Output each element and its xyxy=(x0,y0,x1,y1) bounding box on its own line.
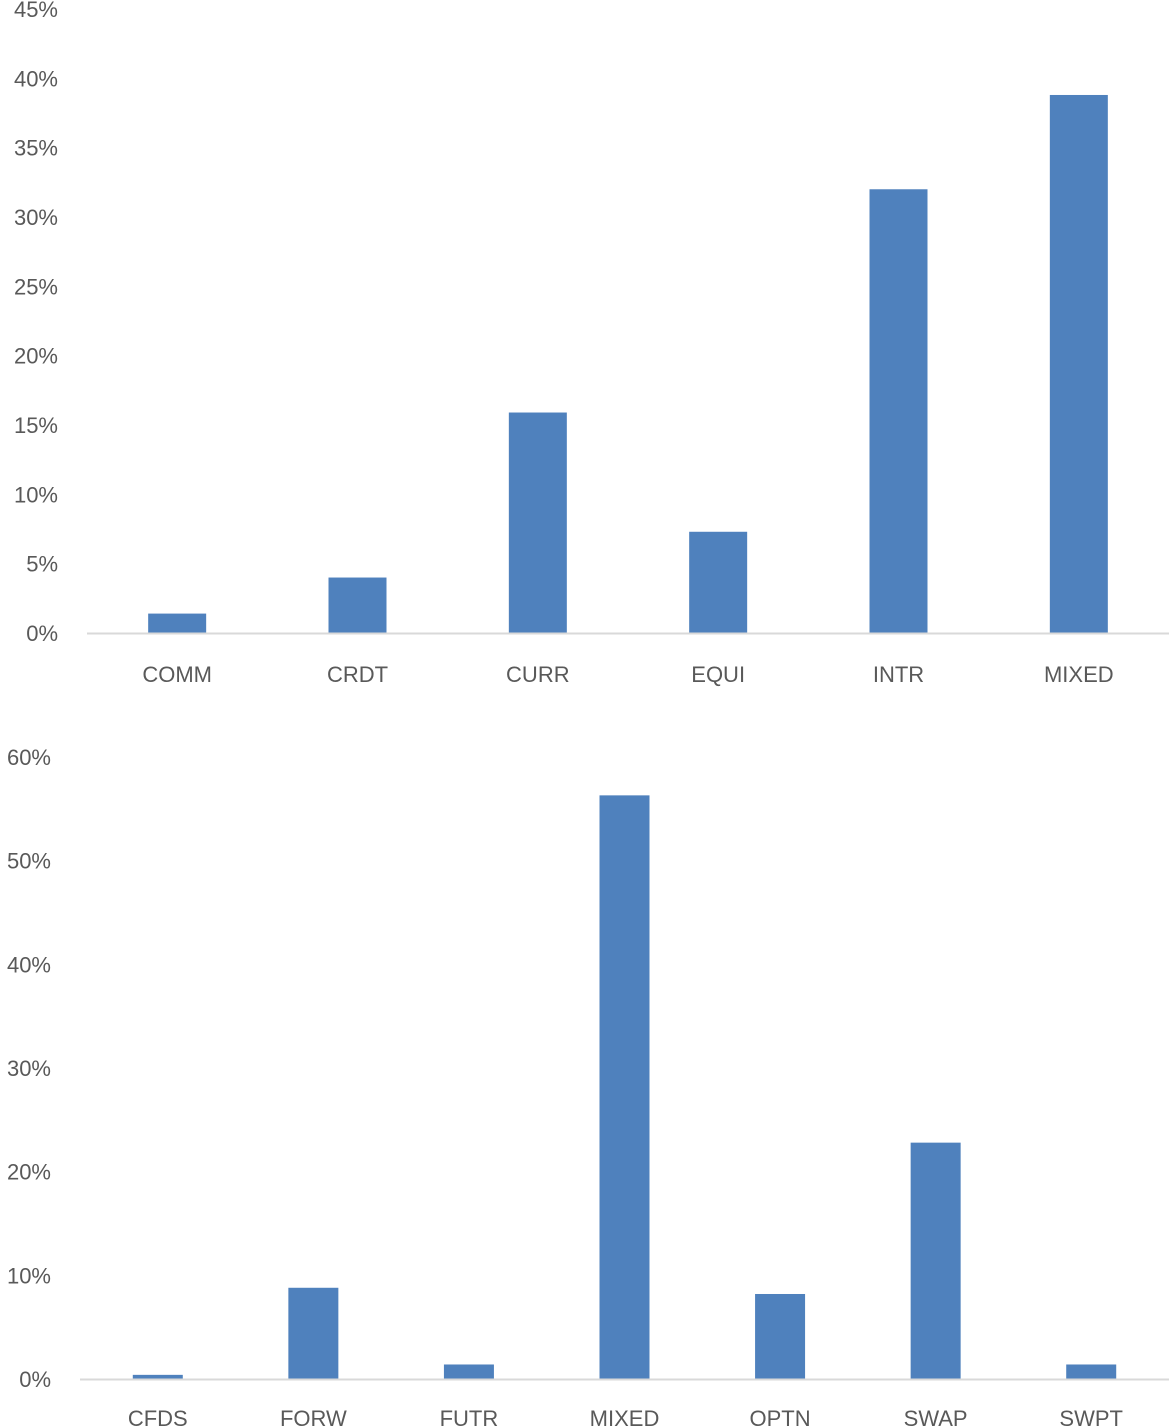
y-tick-label: 0% xyxy=(26,621,58,646)
x-tick-label: EQUI xyxy=(691,662,745,687)
x-tick-label: CURR xyxy=(506,662,570,687)
y-tick-label: 20% xyxy=(7,1160,51,1185)
y-tick-label: 40% xyxy=(14,66,58,91)
x-tick-label: OPTN xyxy=(750,1406,811,1428)
bar-comm xyxy=(148,613,207,633)
x-tick-label: COMM xyxy=(142,662,212,687)
x-tick-label: INTR xyxy=(873,662,924,687)
chart-1-derivative-asset-class: 0% 5% 10% 15% 20% 25% 30% 35% 40% 45% COMM CRDT CURR… xyxy=(14,0,1169,687)
x-tick-label: FUTR xyxy=(440,1406,499,1428)
y-tick-label: 60% xyxy=(7,745,51,770)
x-tick-label: CRDT xyxy=(327,662,388,687)
y-tick-label: 50% xyxy=(7,849,51,874)
y-tick-label: 20% xyxy=(14,344,58,369)
bar-intr xyxy=(869,189,928,633)
y-tick-label: 0% xyxy=(19,1367,51,1392)
x-tick-label: FORW xyxy=(280,1406,347,1428)
y-tick-label: 15% xyxy=(14,413,58,438)
y-tick-label: 10% xyxy=(14,482,58,507)
bar-cfds xyxy=(132,1374,183,1379)
y-tick-label: 35% xyxy=(14,136,58,161)
bar-optn xyxy=(755,1293,806,1379)
y-tick-label: 25% xyxy=(14,274,58,299)
bar-crdt xyxy=(328,577,387,633)
bar-swap xyxy=(910,1142,961,1379)
x-tick-label: SWPT xyxy=(1059,1406,1123,1428)
x-tick-label: SWAP xyxy=(904,1406,968,1428)
bar-futr xyxy=(443,1364,494,1379)
bar-curr xyxy=(508,412,567,633)
bar-forw xyxy=(288,1287,339,1379)
x-tick-label: MIXED xyxy=(590,1406,660,1428)
y-tick-label: 30% xyxy=(14,205,58,230)
x-tick-label: MIXED xyxy=(1044,662,1114,687)
bar-mixed xyxy=(1049,94,1108,634)
y-tick-label: 5% xyxy=(26,552,58,577)
bar-mixed xyxy=(599,795,650,1379)
y-tick-label: 30% xyxy=(7,1056,51,1081)
x-tick-label: CFDS xyxy=(128,1406,188,1428)
y-tick-label: 45% xyxy=(14,0,58,22)
bar-swpt xyxy=(1066,1364,1117,1379)
y-tick-label: 10% xyxy=(7,1263,51,1288)
y-tick-label: 40% xyxy=(7,952,51,977)
bar-equi xyxy=(689,531,748,633)
chart-2-derivative-contract-type: 0% 10% 20% 30% 40% 50% 60% CFDS FORW FUTR MIXED OPT… xyxy=(7,745,1169,1428)
